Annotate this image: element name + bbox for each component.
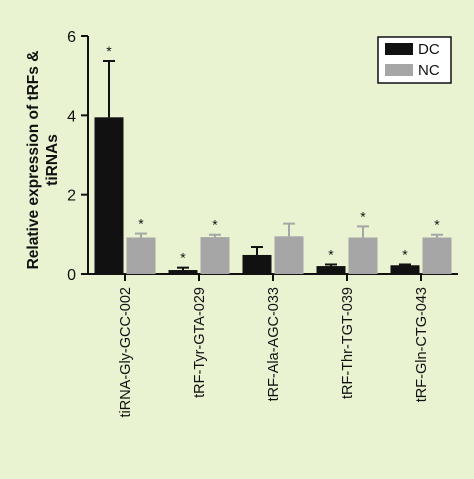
significance-marker: * xyxy=(328,246,334,262)
significance-marker: * xyxy=(180,250,186,266)
significance-marker: * xyxy=(106,43,112,59)
bar-dc xyxy=(316,266,346,274)
plot-area: 0 2 4 6 tiRNA-Gly-GCC-002 * * tRF-Tyr-GTA-029 * *… xyxy=(67,29,458,418)
legend-swatch-nc xyxy=(385,64,413,76)
y-tick-label: 2 xyxy=(67,188,76,205)
significance-marker: * xyxy=(360,208,366,224)
legend-swatch-dc xyxy=(385,43,413,55)
x-tick-label: tiRNA-Gly-GCC-002 xyxy=(118,287,134,418)
bar-dc xyxy=(168,270,198,274)
legend: DC NC xyxy=(377,36,452,84)
bar-nc xyxy=(274,236,304,274)
bar-nc xyxy=(422,237,452,274)
y-axis-label-line-1: Relative expression of tRFs & xyxy=(25,51,42,270)
significance-marker: * xyxy=(138,216,144,232)
legend-label-nc: NC xyxy=(418,62,440,79)
bar-nc xyxy=(126,237,156,274)
bar-dc xyxy=(94,117,124,274)
bar-nc xyxy=(200,237,230,274)
x-tick-label: tRF-Tyr-GTA-029 xyxy=(192,287,208,398)
bar-dc xyxy=(390,265,420,274)
x-tick-label: tRF-Thr-TGT-039 xyxy=(340,287,356,399)
bar-dc xyxy=(242,254,272,274)
bar-nc xyxy=(348,237,378,274)
significance-marker: * xyxy=(402,246,408,262)
y-axis-label-line-2: tiRNAs xyxy=(44,134,61,186)
x-tick-label: tRF-Ala-AGC-033 xyxy=(266,287,282,401)
significance-marker: * xyxy=(212,217,218,233)
y-tick-label: 0 xyxy=(67,267,76,284)
y-tick-label: 4 xyxy=(67,108,76,125)
significance-marker: * xyxy=(434,217,440,233)
legend-label-dc: DC xyxy=(418,41,440,58)
x-tick-label: tRF-Gln-CTG-043 xyxy=(414,287,430,402)
y-axis-label: Relative expression of tRFs & tiRNAs xyxy=(25,51,61,270)
y-tick-label: 6 xyxy=(67,29,76,46)
